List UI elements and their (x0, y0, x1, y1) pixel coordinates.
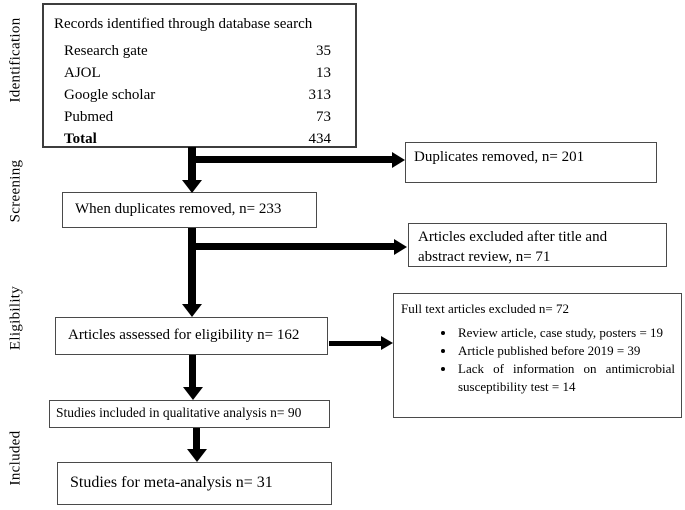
total-count: 434 (308, 130, 332, 147)
source-label: Pubmed (64, 108, 114, 125)
arrowhead-down-icon (182, 304, 202, 317)
source-label: Research gate (64, 42, 148, 59)
arrow-to-duplicates-removed (188, 156, 392, 163)
total-label: Total (64, 130, 97, 147)
arrowhead-down-icon (182, 180, 202, 193)
duplicates-removed-text: Duplicates removed, n= 201 (414, 149, 585, 165)
exclusion-reason: Review article, case study, posters = 19 (456, 324, 675, 342)
stage-label-included: Included (7, 430, 24, 486)
meta-analysis-box: Studies for meta-analysis n= 31 (57, 462, 332, 505)
title-abstract-excluded-box: Articles excluded after title and abstra… (408, 223, 667, 267)
articles-assessed-text: Articles assessed for eligibility n= 162 (68, 327, 300, 343)
title-abstract-excluded-text: Articles excluded after title and abstra… (418, 229, 608, 266)
arrowhead-down-icon (187, 449, 207, 462)
source-label: AJOL (64, 64, 101, 81)
stage-label-eligibility: Eligibility (7, 285, 24, 351)
articles-assessed-box: Articles assessed for eligibility n= 162 (55, 317, 328, 355)
when-duplicates-removed-box: When duplicates removed, n= 233 (62, 192, 317, 228)
arrowhead-right-icon (381, 336, 393, 350)
duplicates-removed-box: Duplicates removed, n= 201 (405, 142, 657, 183)
arrow-to-fulltext-excluded (329, 341, 381, 346)
source-count: 35 (316, 42, 331, 59)
source-row: Google scholar 313 (64, 84, 331, 106)
stage-label-screening: Screening (7, 159, 24, 223)
records-identified-box: Records identified through database sear… (42, 3, 357, 148)
exclusion-reason: Lack of information on antimicrobial sus… (456, 360, 675, 396)
fulltext-excluded-title: Full text articles excluded n= 72 (401, 301, 569, 316)
source-row: AJOL 13 (64, 62, 331, 84)
fulltext-excluded-reasons: Review article, case study, posters = 19… (394, 324, 675, 396)
when-duplicates-removed-text: When duplicates removed, n= 233 (75, 201, 282, 217)
arrowhead-right-icon (394, 239, 407, 255)
qualitative-analysis-text: Studies included in qualitative analysis… (56, 405, 302, 420)
records-source-list: Research gate 35 AJOL 13 Google scholar … (44, 40, 355, 150)
source-total-row: Total 434 (64, 128, 331, 150)
arrow-whendup-to-assessed (188, 228, 196, 304)
arrow-records-to-whendup (188, 147, 196, 180)
arrow-qualitative-to-meta (193, 428, 200, 449)
arrowhead-down-icon (183, 387, 203, 400)
source-count: 73 (316, 108, 331, 125)
source-row: Research gate 35 (64, 40, 331, 62)
source-count: 13 (316, 64, 331, 81)
source-label: Google scholar (64, 86, 156, 103)
arrowhead-right-icon (392, 152, 405, 168)
source-row: Pubmed 73 (64, 106, 331, 128)
source-count: 313 (308, 86, 332, 103)
stage-label-identification: Identification (7, 17, 24, 103)
exclusion-reason: Article published before 2019 = 39 (456, 342, 675, 360)
fulltext-excluded-box: Full text articles excluded n= 72 Review… (393, 293, 682, 418)
arrow-assessed-to-qualitative (189, 355, 196, 387)
arrow-to-title-abstract-excluded (188, 243, 394, 250)
records-box-title: Records identified through database sear… (54, 16, 313, 32)
meta-analysis-text: Studies for meta-analysis n= 31 (70, 474, 273, 491)
qualitative-analysis-box: Studies included in qualitative analysis… (49, 400, 330, 428)
